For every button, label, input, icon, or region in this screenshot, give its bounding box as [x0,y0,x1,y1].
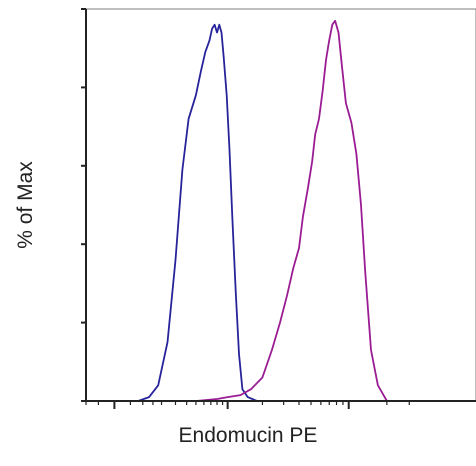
histogram-series-1 [86,23,476,402]
plot-frame [85,8,476,402]
histogram-series-2 [86,19,476,402]
x-axis-label: Endomucin PE [178,424,318,447]
y-axis-label: % of Max [14,161,37,249]
